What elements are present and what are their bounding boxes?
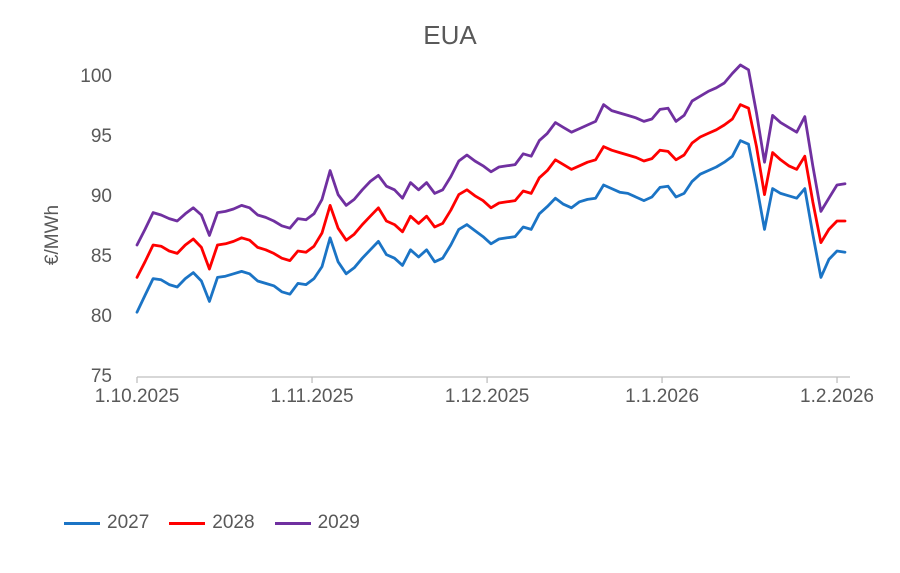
legend-item-2028: 2028 [169,512,255,534]
chart-title: EUA [423,20,477,50]
legend-label: 2027 [107,512,150,533]
legend: 2027 2028 2029 [64,512,360,534]
legend-label: 2028 [212,512,255,533]
x-tick-label: 1.10.2025 [94,386,180,407]
y-tick-label: 75 [90,366,112,387]
series-line-2029 [135,63,847,247]
legend-item-2029: 2029 [274,512,360,534]
y-tick-label: 80 [90,306,112,327]
y-tick-label: 95 [90,126,112,147]
legend-label: 2029 [317,512,360,533]
y-tick-label: 100 [80,66,112,87]
x-tick-label: 1.2.2026 [800,386,874,407]
legend-line-swatch [169,521,206,525]
legend-line-swatch [274,521,311,525]
x-tick-label: 1.1.2026 [625,386,700,407]
legend-line-swatch [64,521,100,525]
series-line-2027 [135,139,847,314]
legend-item-2027: 2027 [64,512,149,534]
x-tick-label: 1.11.2025 [270,386,354,407]
y-tick-label: 85 [90,246,112,267]
x-tick-label: 1.12.2025 [444,386,530,407]
series-line-2028 [135,103,847,279]
y-tick-label: 90 [90,186,112,207]
